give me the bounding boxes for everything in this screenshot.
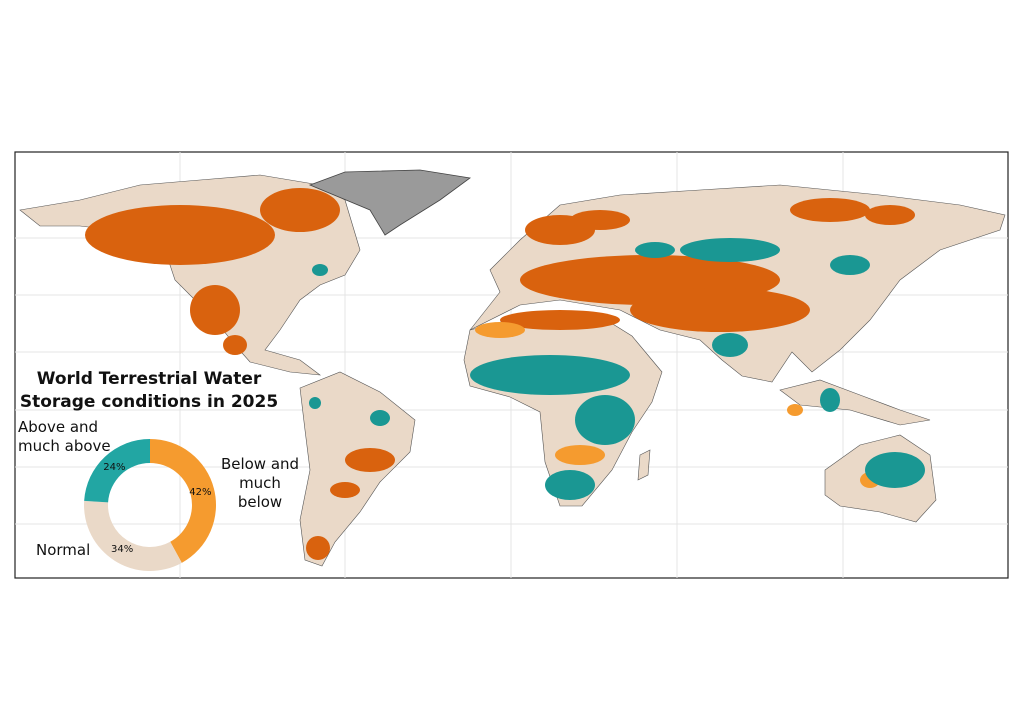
value-label: 34%: [111, 544, 133, 555]
category-label: Below and much below: [220, 455, 300, 511]
chart-title: World Terrestrial Water Storage conditio…: [19, 369, 279, 412]
donut-segment: [84, 439, 150, 503]
category-label: Normal: [36, 541, 91, 559]
above-regions: [309, 238, 925, 500]
donut-chart: 42% 34% 24%: [84, 439, 217, 571]
donut-segment: [84, 500, 182, 571]
donut-segment: [150, 439, 217, 563]
below-regions: [85, 188, 915, 560]
greenland: [308, 169, 472, 236]
value-label: 42%: [189, 487, 211, 498]
category-label: Above and much above: [18, 418, 111, 455]
value-label: 24%: [103, 462, 125, 473]
